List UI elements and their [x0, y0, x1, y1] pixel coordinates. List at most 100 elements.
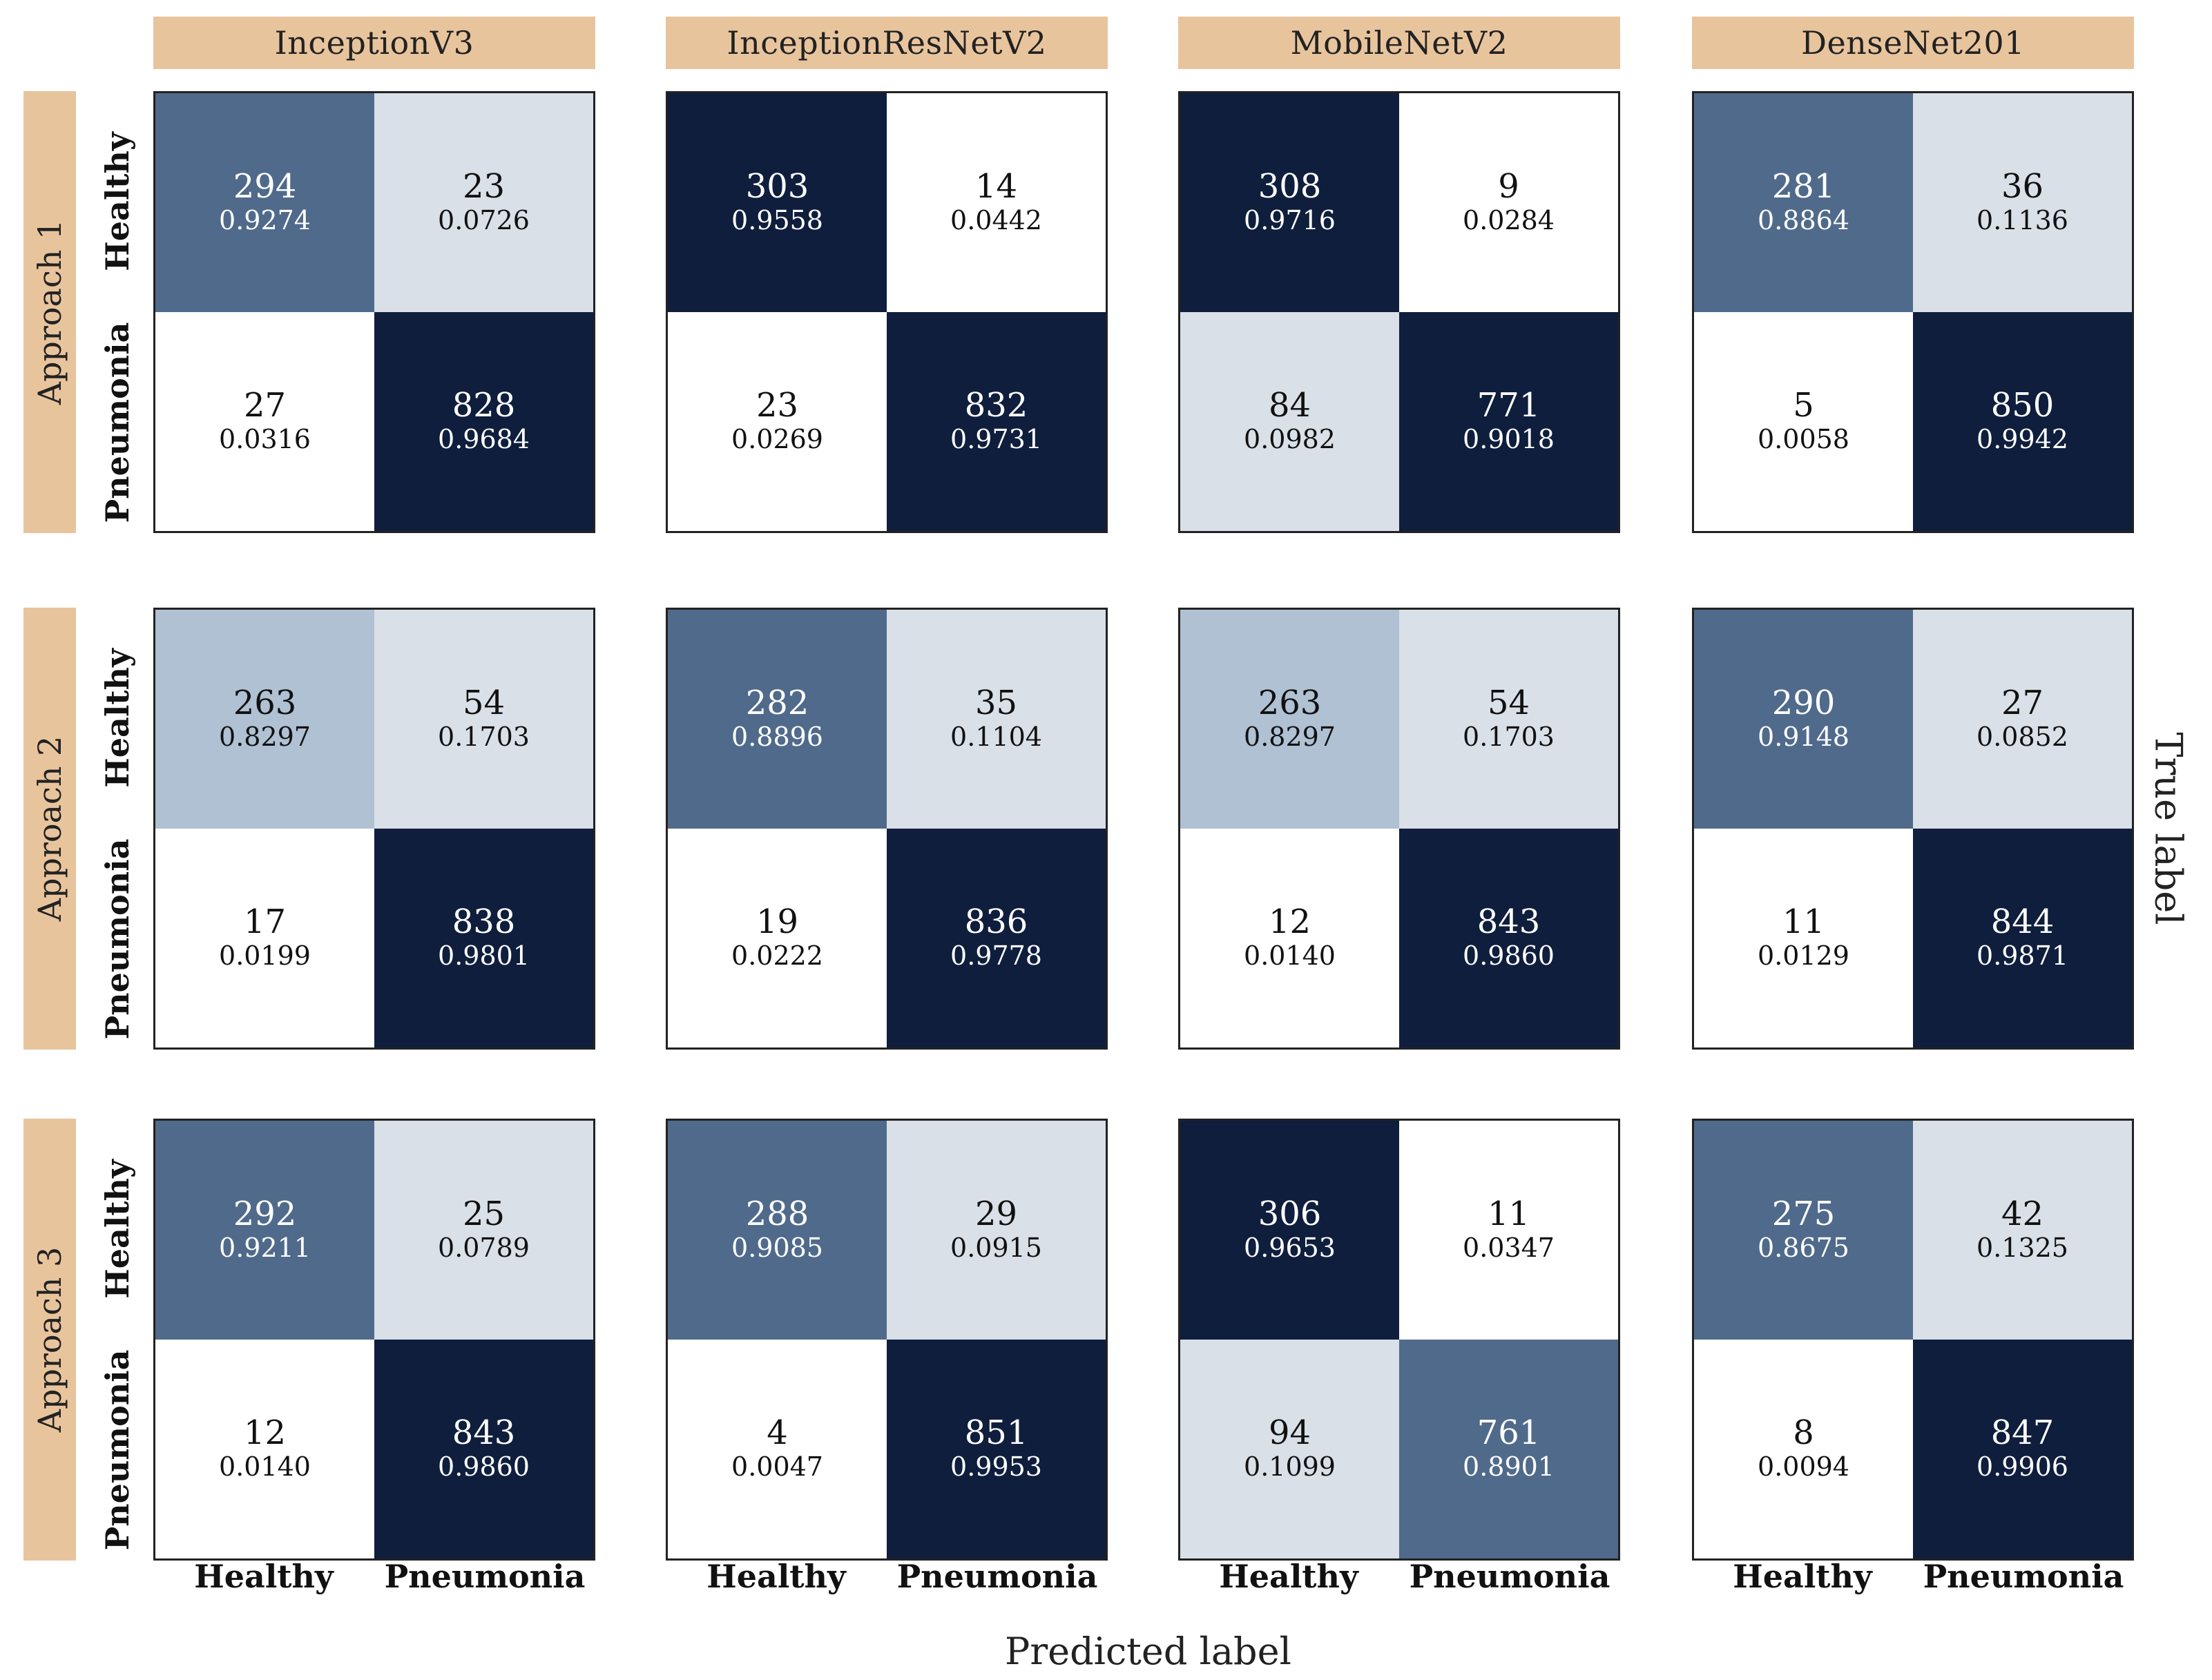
- cell-ratio: 0.9148: [1758, 722, 1849, 753]
- cell-ratio: 0.0269: [731, 424, 823, 455]
- confusion-matrix: 281 0.8864 36 0.1136 5 0.0058 850 0.9942: [1692, 91, 2134, 533]
- cell-ratio: 0.1703: [1463, 722, 1555, 753]
- matrix-cell: 4 0.0047: [668, 1340, 887, 1558]
- cell-count: 292: [233, 1195, 297, 1234]
- row-tick-label: Healthy: [99, 648, 136, 788]
- cell-ratio: 0.9716: [1244, 205, 1336, 236]
- matrix-cell: 5 0.0058: [1694, 312, 1913, 531]
- matrix-cell: 836 0.9778: [887, 829, 1106, 1047]
- confusion-matrix: 290 0.9148 27 0.0852 11 0.0129 844 0.9871: [1692, 608, 2134, 1050]
- cell-count: 294: [233, 167, 297, 206]
- matrix-cell: 308 0.9716: [1180, 93, 1399, 312]
- matrix-cell: 14 0.0442: [887, 93, 1106, 312]
- cell-count: 25: [462, 1195, 506, 1234]
- cell-count: 5: [1793, 386, 1814, 425]
- col-tick-healthy: Healthy: [1733, 1558, 1872, 1595]
- cell-count: 850: [1990, 386, 2055, 425]
- confusion-matrix: 306 0.9653 11 0.0347 94 0.1099 761 0.8901: [1178, 1119, 1620, 1561]
- cell-count: 843: [452, 1413, 516, 1453]
- matrix-cell: 294 0.9274: [155, 93, 374, 312]
- approach-tab-1: Approach 1: [23, 91, 76, 533]
- matrix-cell: 282 0.8896: [668, 610, 887, 829]
- cell-ratio: 0.9801: [438, 940, 530, 972]
- matrix-cell: 9 0.0284: [1399, 93, 1618, 312]
- matrix-cell: 29 0.0915: [887, 1121, 1106, 1340]
- cell-count: 832: [964, 386, 1028, 425]
- cell-ratio: 0.9942: [1977, 424, 2068, 455]
- col-tick-pneumonia: Pneumonia: [384, 1558, 586, 1595]
- matrix-cell: 771 0.9018: [1399, 312, 1618, 531]
- cell-ratio: 0.8675: [1758, 1233, 1849, 1264]
- cell-ratio: 0.0140: [1244, 940, 1336, 972]
- cell-ratio: 0.9684: [438, 424, 530, 455]
- matrix-cell: 263 0.8297: [155, 610, 374, 829]
- approach-label: Approach 3: [31, 1246, 68, 1433]
- matrix-cell: 843 0.9860: [374, 1340, 593, 1558]
- approach-label: Approach 1: [31, 219, 68, 405]
- row-tick-label: Healthy: [99, 1159, 136, 1299]
- confusion-matrix: 292 0.9211 25 0.0789 12 0.0140 843 0.9860: [153, 1119, 595, 1561]
- cell-count: 847: [1990, 1413, 2055, 1453]
- cell-count: 843: [1477, 902, 1541, 942]
- matrix-cell: 281 0.8864: [1694, 93, 1913, 312]
- matrix-cell: 844 0.9871: [1913, 829, 2132, 1047]
- cell-count: 838: [452, 902, 516, 942]
- matrix-cell: 275 0.8675: [1694, 1121, 1913, 1340]
- cell-ratio: 0.9653: [1244, 1233, 1336, 1264]
- cell-ratio: 0.1099: [1244, 1451, 1336, 1483]
- confusion-matrix: 263 0.8297 54 0.1703 12 0.0140 843 0.9860: [1178, 608, 1620, 1050]
- cell-ratio: 0.9558: [731, 205, 823, 236]
- cell-ratio: 0.0982: [1244, 424, 1336, 455]
- col-tick-pneumonia: Pneumonia: [1409, 1558, 1610, 1595]
- cell-ratio: 0.9274: [219, 205, 311, 236]
- cell-count: 27: [243, 386, 287, 425]
- cell-count: 17: [243, 902, 287, 942]
- matrix-cell: 290 0.9148: [1694, 610, 1913, 829]
- col-tick-healthy: Healthy: [706, 1558, 846, 1595]
- confusion-matrix: 288 0.9085 29 0.0915 4 0.0047 851 0.9953: [666, 1119, 1108, 1561]
- cell-count: 851: [964, 1413, 1028, 1453]
- cell-ratio: 0.8901: [1463, 1451, 1555, 1483]
- row-tick-healthy: Healthy: [97, 91, 138, 312]
- cell-ratio: 0.0852: [1977, 722, 2068, 753]
- matrix-cell: 847 0.9906: [1913, 1340, 2132, 1558]
- cell-count: 828: [452, 386, 516, 425]
- cell-ratio: 0.0140: [219, 1451, 311, 1483]
- cell-count: 771: [1477, 386, 1541, 425]
- cell-count: 42: [2001, 1195, 2044, 1234]
- cell-ratio: 0.9953: [950, 1451, 1042, 1483]
- cell-ratio: 0.0284: [1463, 205, 1555, 236]
- cell-count: 9: [1498, 167, 1519, 206]
- confusion-matrix: 282 0.8896 35 0.1104 19 0.0222 836 0.9778: [666, 608, 1108, 1050]
- cell-ratio: 0.0129: [1758, 940, 1849, 972]
- cell-count: 4: [767, 1413, 788, 1453]
- matrix-cell: 303 0.9558: [668, 93, 887, 312]
- approach-tab-3: Approach 3: [23, 1119, 76, 1561]
- cell-ratio: 0.9018: [1463, 424, 1555, 455]
- cell-count: 306: [1258, 1195, 1322, 1234]
- cell-ratio: 0.0199: [219, 940, 311, 972]
- matrix-cell: 851 0.9953: [887, 1340, 1106, 1558]
- row-tick-pneumonia: Pneumonia: [97, 829, 138, 1050]
- matrix-cell: 832 0.9731: [887, 312, 1106, 531]
- matrix-cell: 27 0.0316: [155, 312, 374, 531]
- cell-count: 23: [462, 167, 506, 206]
- cell-ratio: 0.9860: [1463, 940, 1555, 972]
- x-axis-title: Predicted label: [1005, 1630, 1291, 1673]
- confusion-matrix: 303 0.9558 14 0.0442 23 0.0269 832 0.9731: [666, 91, 1108, 533]
- cell-count: 27: [2001, 684, 2044, 723]
- approach-label: Approach 2: [31, 735, 68, 922]
- cell-ratio: 0.8864: [1758, 205, 1849, 236]
- row-tick-healthy: Healthy: [97, 1119, 138, 1340]
- y-axis-title-text: True label: [2146, 732, 2191, 925]
- matrix-cell: 35 0.1104: [887, 610, 1106, 829]
- cell-count: 12: [243, 1413, 287, 1453]
- matrix-cell: 23 0.0726: [374, 93, 593, 312]
- cell-count: 290: [1771, 684, 1836, 723]
- row-tick-label: Pneumonia: [99, 322, 136, 523]
- cell-count: 8: [1793, 1413, 1814, 1453]
- cell-ratio: 0.8896: [731, 722, 823, 753]
- row-tick-healthy: Healthy: [97, 608, 138, 829]
- approach-tab-2: Approach 2: [23, 608, 76, 1050]
